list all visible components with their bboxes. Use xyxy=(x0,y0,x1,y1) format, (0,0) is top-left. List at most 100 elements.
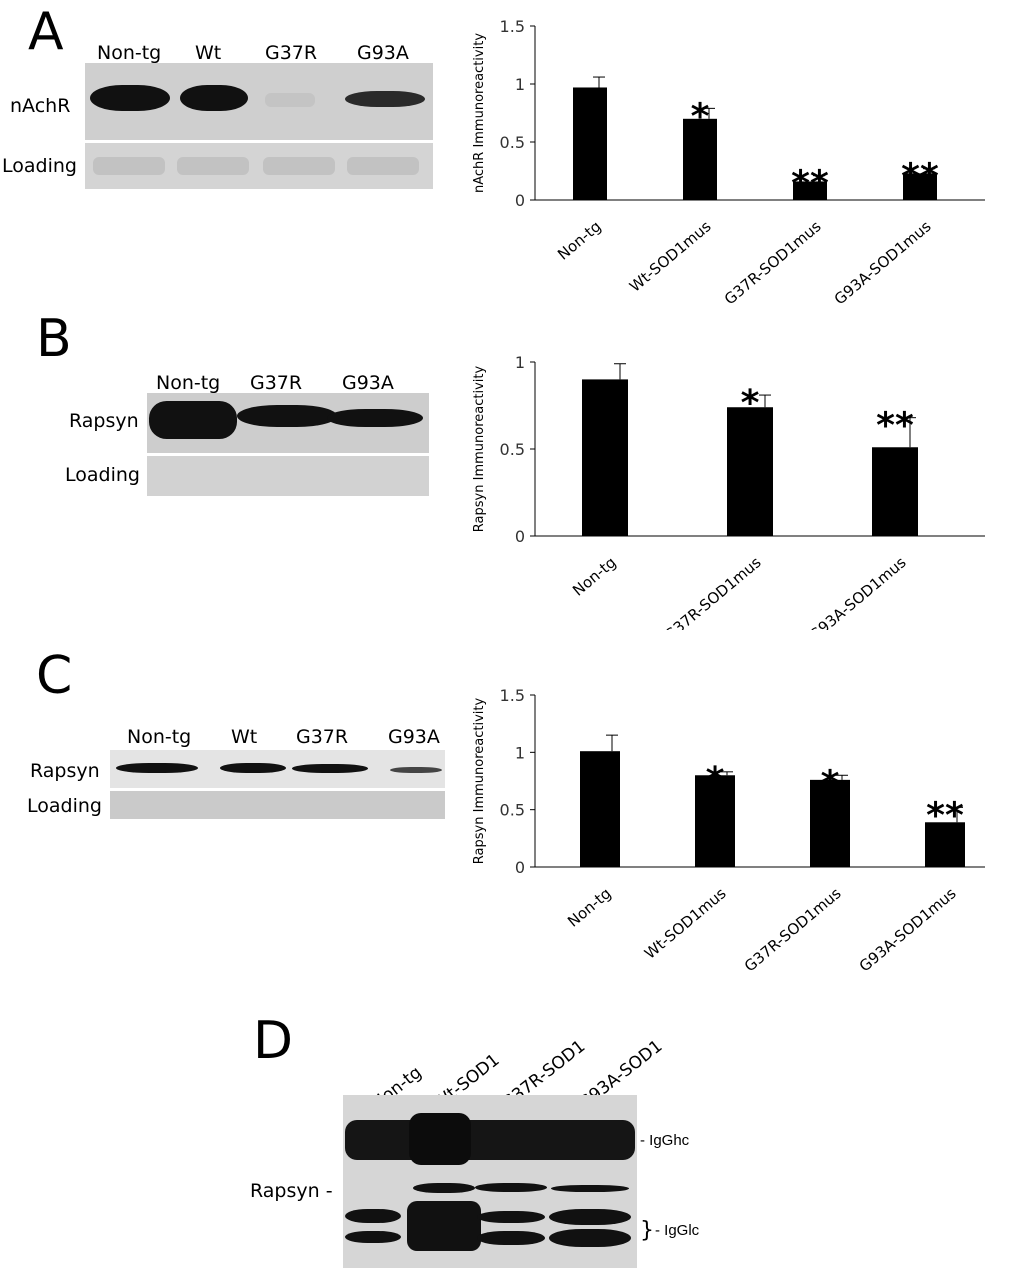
blot-band xyxy=(345,1231,401,1243)
blot-band xyxy=(345,1120,635,1160)
significance-marker: ** xyxy=(876,406,914,447)
igg-light-chain-label: - IgGlc xyxy=(655,1222,700,1239)
lane-label: G93A xyxy=(357,42,409,64)
y-axis-label: nAchR Immunoreactivity xyxy=(472,33,487,193)
igg-heavy-chain-label: - IgGhc xyxy=(640,1132,690,1149)
x-tick-label: G37R-SOD1mus xyxy=(661,553,765,630)
x-tick-label: Non-tg xyxy=(569,553,619,599)
blot-band xyxy=(180,85,248,111)
blot-band xyxy=(551,1185,629,1192)
blot-band xyxy=(327,409,423,427)
y-tick-label: 0.5 xyxy=(500,801,525,820)
x-tick-label: G93A-SOD1mus xyxy=(856,884,960,975)
bar-chart-a: 0 0.5 1 1.5 nAchR Immunoreactivity Non-tg * Wt-… xyxy=(472,17,985,308)
lane-label: Non-tg xyxy=(97,42,162,64)
significance-marker: * xyxy=(821,763,840,804)
blot-band xyxy=(220,763,286,773)
x-tick-label: G93A-SOD1mus xyxy=(806,553,910,630)
blot-band xyxy=(407,1201,481,1251)
y-axis-label: Rapsyn Immunoreactivity xyxy=(472,366,487,533)
panel-label-a: A xyxy=(28,2,64,62)
significance-marker: ** xyxy=(926,795,964,836)
bar xyxy=(580,751,620,867)
y-tick-label: 1.5 xyxy=(500,17,525,36)
bar-chart-b: 0 0.5 1 Rapsyn Immunoreactivity Non-tg * G37R-… xyxy=(472,353,985,630)
blot-band xyxy=(265,93,315,107)
blot-band xyxy=(475,1183,547,1192)
blot-image xyxy=(343,1095,637,1268)
x-tick-label: G93A-SOD1mus xyxy=(831,217,935,308)
panel-label-b: B xyxy=(36,309,72,369)
y-tick-label: 1 xyxy=(515,75,525,94)
loading-control-image xyxy=(85,143,433,189)
blot-band xyxy=(345,1209,401,1223)
significance-marker: * xyxy=(741,383,760,424)
row-label: nAchR xyxy=(10,95,71,117)
row-label: Loading xyxy=(27,795,102,817)
lane-label: Wt xyxy=(231,726,258,748)
significance-marker: * xyxy=(706,760,725,801)
bar xyxy=(793,181,827,200)
lane-label: Wt xyxy=(195,42,222,64)
lane-label: Non-tg xyxy=(156,372,221,394)
panel-label-c: C xyxy=(36,646,73,706)
blot-band xyxy=(477,1211,545,1223)
bar xyxy=(683,118,717,200)
significance-marker: * xyxy=(691,96,710,137)
blot-band xyxy=(549,1229,631,1247)
row-label: Rapsyn xyxy=(30,760,100,782)
y-tick-label: 1 xyxy=(515,353,525,372)
blot-band xyxy=(292,764,368,773)
bar xyxy=(582,379,628,536)
row-label: Loading xyxy=(65,464,140,486)
significance-marker: ** xyxy=(901,157,939,198)
blot-band xyxy=(345,91,425,107)
panel-label-d: D xyxy=(253,1011,294,1071)
lane-label: G37R xyxy=(265,42,318,64)
x-tick-label: G37R-SOD1mus xyxy=(721,217,825,308)
y-tick-label: 0.5 xyxy=(500,440,525,459)
y-tick-label: 0 xyxy=(515,527,525,546)
blot-band xyxy=(413,1183,475,1193)
bar xyxy=(573,87,607,200)
lane-label: G37R xyxy=(296,726,349,748)
bar-chart-c: 0 0.5 1 1.5 Rapsyn Immunoreactivity Non-tg * Wt… xyxy=(472,686,985,975)
bar xyxy=(727,407,773,536)
bracket-icon: } xyxy=(640,1218,654,1243)
significance-marker: ** xyxy=(791,164,829,205)
bar xyxy=(872,447,918,536)
row-label: Loading xyxy=(2,155,77,177)
lane-label: G93A xyxy=(342,372,394,394)
lane-label: Non-tg xyxy=(127,726,192,748)
blot-band xyxy=(390,767,442,773)
blot-image xyxy=(110,750,445,788)
y-tick-label: 1.5 xyxy=(500,686,525,705)
bar xyxy=(925,822,965,867)
lane-label: G37R xyxy=(250,372,303,394)
bar xyxy=(810,779,850,867)
row-label: Rapsyn xyxy=(69,410,139,432)
x-tick-label: Wt-SOD1mus xyxy=(626,217,715,295)
blot-band xyxy=(477,1231,545,1245)
bar xyxy=(695,775,735,867)
x-tick-label: Non-tg xyxy=(554,217,604,263)
blot-band xyxy=(237,405,337,427)
x-tick-label: Wt-SOD1mus xyxy=(641,884,730,962)
blot-band xyxy=(549,1209,631,1225)
blot-band xyxy=(116,763,198,773)
lane-label: G93A xyxy=(388,726,440,748)
y-tick-label: 0 xyxy=(515,191,525,210)
bar xyxy=(903,173,937,200)
x-tick-label: Non-tg xyxy=(564,884,614,930)
y-axis-label: Rapsyn Immunoreactivity xyxy=(472,698,487,865)
blot-band xyxy=(90,85,170,111)
y-tick-label: 0 xyxy=(515,858,525,877)
row-label: Rapsyn - xyxy=(250,1180,333,1202)
x-tick-label: G37R-SOD1mus xyxy=(741,884,845,975)
loading-control-image xyxy=(110,791,445,819)
loading-control-image xyxy=(147,456,429,496)
blot-image xyxy=(85,63,433,140)
blot-image xyxy=(147,393,429,453)
y-tick-label: 0.5 xyxy=(500,133,525,152)
blot-band xyxy=(149,401,237,439)
